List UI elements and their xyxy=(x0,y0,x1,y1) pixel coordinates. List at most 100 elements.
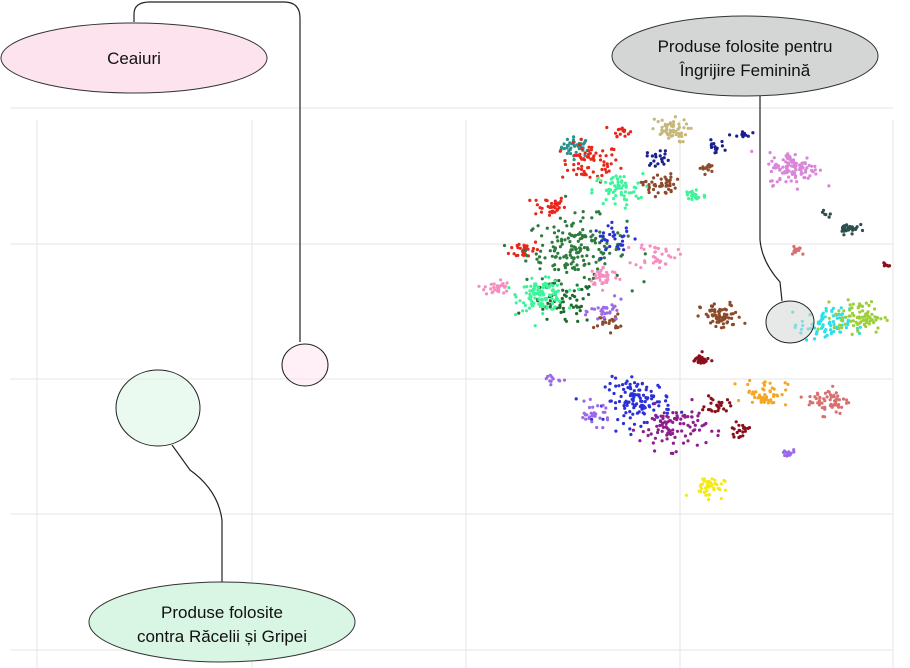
scatter-point xyxy=(683,434,688,438)
scatter-point xyxy=(604,154,608,158)
scatter-point xyxy=(799,395,803,399)
scatter-point xyxy=(839,318,843,322)
scatter-point xyxy=(612,197,616,201)
scatter-point xyxy=(587,415,592,419)
scatter-point xyxy=(571,260,575,264)
scatter-point xyxy=(829,323,833,328)
scatter-point xyxy=(582,142,586,146)
scatter-point xyxy=(587,149,591,153)
callout-label: Îngrijire Feminină xyxy=(679,61,811,80)
scatter-point xyxy=(684,122,689,126)
scatter-point xyxy=(709,145,714,149)
scatter-point xyxy=(580,233,584,238)
scatter-point xyxy=(610,147,614,151)
scatter-point xyxy=(565,224,569,228)
scatter-point xyxy=(623,181,628,185)
scatter-point xyxy=(591,405,595,409)
scatter-point xyxy=(602,244,607,248)
scatter-point xyxy=(831,384,835,388)
scatter-point xyxy=(603,410,607,414)
scatter-point xyxy=(593,273,598,278)
scatter-point xyxy=(654,155,658,159)
scatter-point xyxy=(762,400,766,404)
scatter-point xyxy=(538,267,542,271)
scatter-point xyxy=(676,177,680,181)
scatter-point xyxy=(649,432,653,436)
scatter-point xyxy=(622,414,626,418)
scatter-point xyxy=(656,191,660,195)
scatter-point xyxy=(652,418,657,422)
scatter-point xyxy=(591,170,595,174)
scatter-point xyxy=(528,198,532,202)
scatter-point xyxy=(525,254,529,258)
scatter-point xyxy=(576,255,580,259)
scatter-point xyxy=(590,420,594,424)
scatter-point xyxy=(672,123,676,127)
scatter-point xyxy=(583,234,587,238)
scatter-point xyxy=(623,390,627,394)
scatter-point xyxy=(722,312,727,316)
scatter-point xyxy=(710,164,714,168)
scatter-point xyxy=(625,403,629,407)
scatter-point xyxy=(728,133,732,137)
scatter-point xyxy=(628,416,632,420)
scatter-point xyxy=(596,317,600,321)
scatter-point xyxy=(683,415,687,419)
scatter-point xyxy=(599,256,603,260)
scatter-point xyxy=(821,415,825,419)
scatter-point xyxy=(624,411,628,415)
scatter-point xyxy=(639,266,643,270)
scatter-point xyxy=(661,414,665,418)
scatter-point xyxy=(650,154,655,158)
scatter-point xyxy=(611,230,615,234)
scatter-point xyxy=(628,427,632,431)
scatter-point xyxy=(792,244,796,249)
scatter-point xyxy=(587,145,591,149)
scatter-cluster xyxy=(733,378,790,407)
scatter-point xyxy=(606,164,610,169)
callout-leader-line xyxy=(759,96,783,302)
scatter-point xyxy=(764,396,768,400)
scatter-point xyxy=(741,430,745,434)
scatter-point xyxy=(805,156,809,160)
scatter-point xyxy=(607,169,611,173)
scatter-point xyxy=(600,239,604,243)
scatter-point xyxy=(655,173,660,177)
scatter-point xyxy=(858,302,862,306)
scatter-point xyxy=(868,316,872,320)
scatter-point xyxy=(582,263,586,267)
scatter-point xyxy=(599,179,603,183)
scatter-point xyxy=(712,488,716,492)
scatter-point xyxy=(556,207,560,211)
scatter-point xyxy=(729,304,734,308)
scatter-point xyxy=(851,302,855,306)
scatter-point xyxy=(610,317,614,321)
scatter-point xyxy=(531,249,535,253)
scatter-point xyxy=(565,151,570,155)
scatter-point xyxy=(665,126,669,130)
scatter-point xyxy=(844,315,848,319)
scatter-point xyxy=(553,267,557,272)
scatter-point xyxy=(580,157,584,161)
scatter-point xyxy=(608,251,612,255)
scatter-point xyxy=(535,257,539,261)
scatter-point xyxy=(699,486,704,490)
callouts: Ceaiuri Produse folosite pentru Îngrijire … xyxy=(0,1,879,663)
scatter-point xyxy=(595,425,599,430)
scatter-point xyxy=(579,137,583,141)
scatter-cluster xyxy=(645,149,670,168)
scatter-point xyxy=(592,307,597,311)
scatter-point xyxy=(566,236,570,240)
scatter-point xyxy=(589,279,593,283)
scatter-point xyxy=(575,298,579,302)
scatter-point xyxy=(581,210,585,214)
scatter-point xyxy=(549,379,553,383)
scatter-point xyxy=(579,243,583,247)
scatter-point xyxy=(639,403,644,407)
scatter-point xyxy=(562,310,566,314)
scatter-point xyxy=(816,401,820,405)
scatter-point xyxy=(667,187,671,191)
scatter-point xyxy=(565,146,569,150)
scatter-point xyxy=(623,206,627,210)
scatter-point xyxy=(701,167,705,171)
